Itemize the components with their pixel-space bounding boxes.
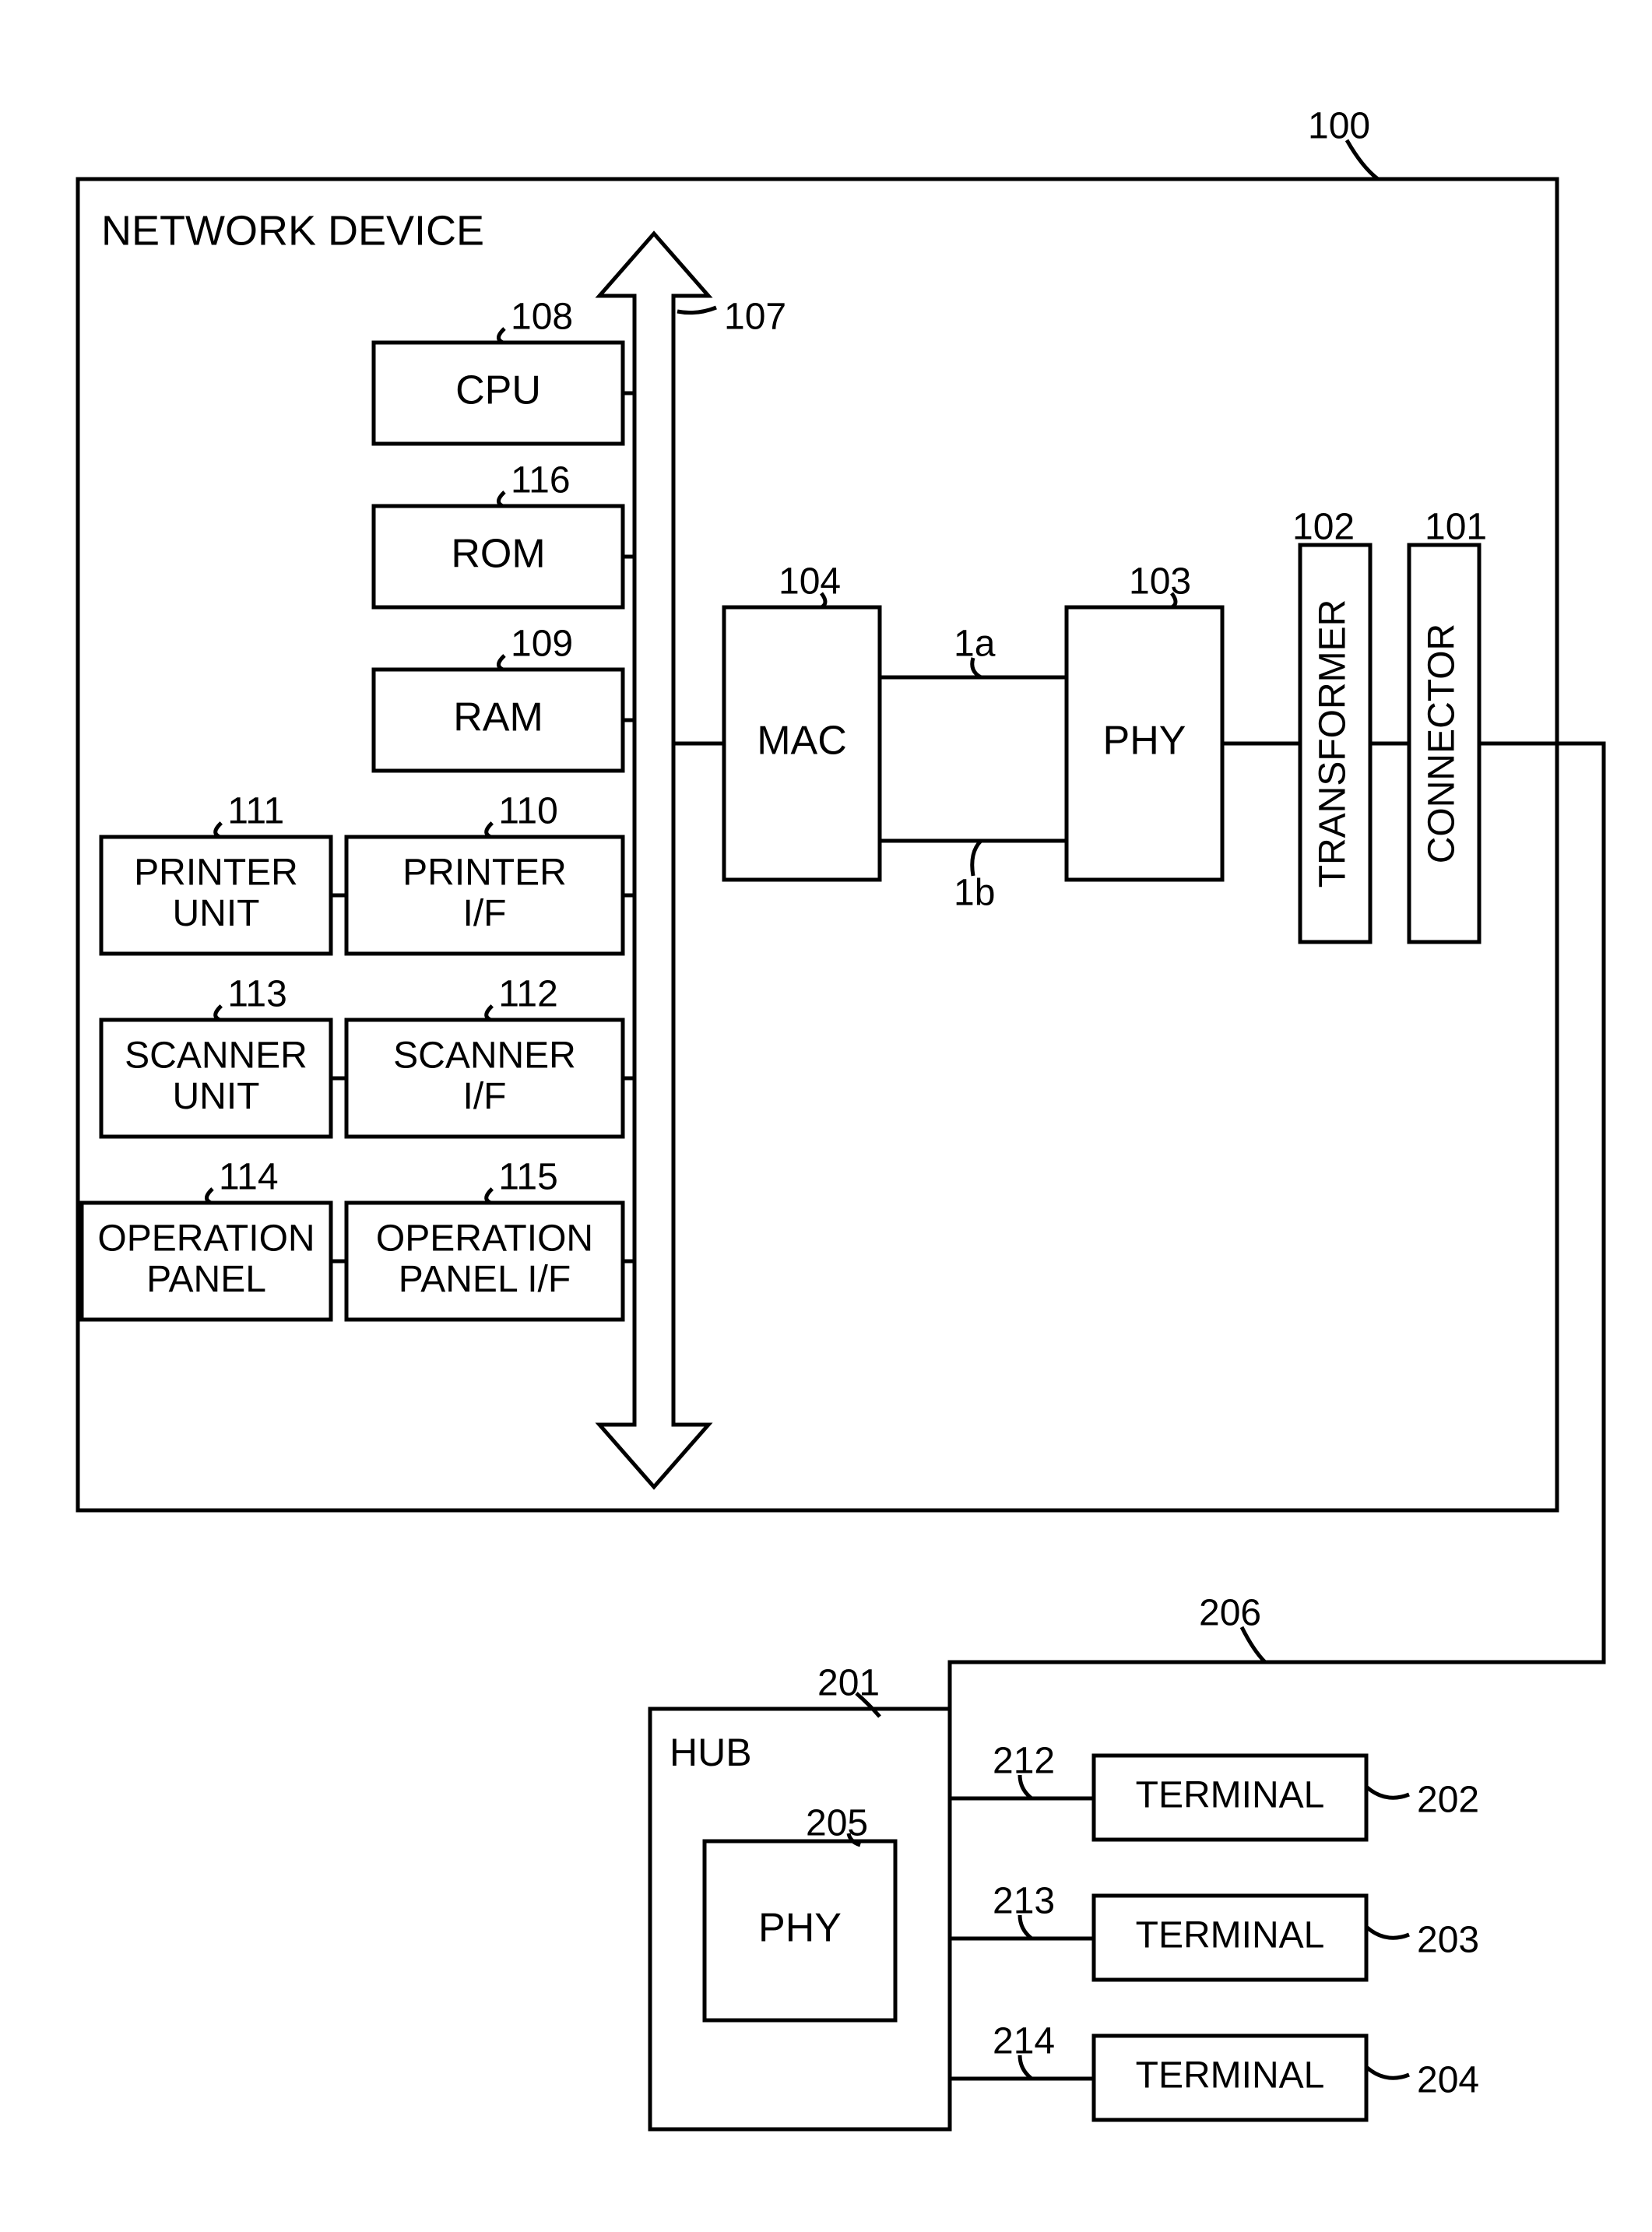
ref-107: 107 xyxy=(724,297,786,338)
ref-205: 205 xyxy=(806,1803,868,1844)
ref-204: 204 xyxy=(1417,2060,1479,2101)
opif-label-1: OPERATION xyxy=(376,1218,593,1259)
ref-102: 102 xyxy=(1292,507,1355,548)
ref-112: 112 xyxy=(498,974,558,1015)
hub-phy-label: PHY xyxy=(758,1906,842,1951)
ref-212: 212 xyxy=(993,1741,1055,1782)
transformer-label: TRANSFORMER xyxy=(1313,599,1354,888)
ref-100: 100 xyxy=(1308,106,1370,147)
ref-214: 214 xyxy=(993,2021,1055,2062)
t1-label: TERMINAL xyxy=(1136,1775,1325,1816)
pif-label-1: PRINTER xyxy=(402,852,567,893)
ram-label: RAM xyxy=(453,695,543,740)
ref-111: 111 xyxy=(227,791,284,832)
sunit-label-2: UNIT xyxy=(173,1076,260,1117)
ref-213: 213 xyxy=(993,1881,1055,1922)
ref-110: 110 xyxy=(498,791,558,832)
ref-201: 201 xyxy=(817,1663,880,1704)
ref-108: 108 xyxy=(511,297,573,338)
ref-202-leader xyxy=(1366,1787,1409,1798)
ref-203-leader xyxy=(1366,1927,1409,1938)
sunit-label-1: SCANNER xyxy=(125,1035,308,1076)
punit-label-1: PRINTER xyxy=(134,852,298,893)
opan-label-1: OPERATION xyxy=(97,1218,315,1259)
hub-title: HUB xyxy=(670,1731,752,1774)
ref-116: 116 xyxy=(511,460,571,501)
network-device-title: NETWORK DEVICE xyxy=(101,207,484,254)
sif-label-2: I/F xyxy=(463,1076,507,1117)
ref-115: 115 xyxy=(498,1157,558,1198)
punit-label-2: UNIT xyxy=(173,893,260,934)
t3-label: TERMINAL xyxy=(1136,2055,1325,2097)
pif-label-2: I/F xyxy=(463,893,507,934)
ref-103: 103 xyxy=(1129,561,1191,603)
sif-label-1: SCANNER xyxy=(393,1035,576,1076)
ref-204-leader xyxy=(1366,2067,1409,2078)
mac-label: MAC xyxy=(757,719,847,764)
ref-104: 104 xyxy=(779,561,841,603)
phy-label: PHY xyxy=(1103,719,1186,764)
ref-202: 202 xyxy=(1417,1780,1479,1821)
ref-206: 206 xyxy=(1199,1593,1261,1634)
opif-label-2: PANEL I/F xyxy=(399,1259,571,1300)
ref-109: 109 xyxy=(511,624,573,665)
ref-101: 101 xyxy=(1425,507,1487,548)
opan-label-2: PANEL xyxy=(146,1259,266,1300)
t2-label: TERMINAL xyxy=(1136,1915,1325,1956)
ref-114: 114 xyxy=(219,1157,279,1198)
connector-label: CONNECTOR xyxy=(1422,624,1463,863)
rom-label: ROM xyxy=(451,532,545,577)
cpu-label: CPU xyxy=(455,368,541,413)
ref-1b: 1b xyxy=(954,873,995,914)
ref-203: 203 xyxy=(1417,1920,1479,1961)
ref-113: 113 xyxy=(227,974,287,1015)
